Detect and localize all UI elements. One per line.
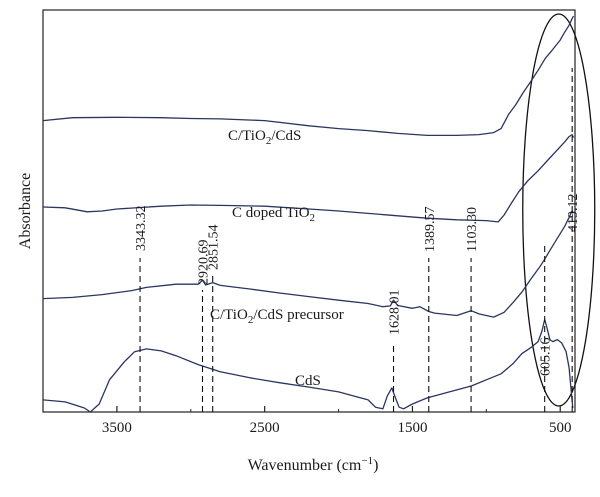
series-label-subscript: 2: [266, 135, 272, 147]
x-tick-label-1: 2500: [250, 420, 280, 436]
peak-label-0: 3343.32: [134, 206, 149, 252]
axes: 3500 2500 1500 500 Wavenumber (cm−1) Absorban…: [17, 173, 571, 474]
peak-label-3: 1628.01: [388, 290, 403, 336]
x-axis-title-superscript: −1: [361, 455, 373, 467]
series-label-subscript: 2: [248, 314, 254, 326]
peak-label-2: 2851.54: [207, 225, 222, 271]
plot-frame: [42, 9, 576, 413]
peak-label-1: 2920.69: [197, 240, 212, 286]
series-label-2: C/TiO2/CdS precursor: [210, 307, 344, 326]
y-axis-title: Absorbance: [17, 173, 34, 249]
series-line-1: [42, 133, 575, 223]
series-label-0: C/TiO2/CdS: [228, 128, 301, 147]
series-layer: [42, 15, 575, 413]
series-label-main: CdS: [295, 373, 321, 389]
peak-label-4: 1389.57: [423, 207, 438, 253]
series-label-main: C/TiO: [228, 128, 266, 144]
series-label-3: CdS: [295, 373, 321, 389]
x-tick-label-0: 3500: [102, 420, 132, 436]
plot-area: [42, 9, 596, 413]
peak-label-5: 1103.30: [465, 207, 480, 252]
series-label-main: C/TiO: [210, 307, 248, 323]
x-axis-title-main: Wavenumber (cm: [248, 457, 362, 474]
series-line-0: [42, 15, 575, 137]
peak-label-7: 419.12: [566, 194, 581, 233]
series-line-2: [42, 210, 575, 318]
series-label-1: C doped TiO2: [232, 205, 315, 224]
series-label-rest: /CdS: [271, 128, 301, 144]
series-line-3: [42, 318, 574, 413]
series-label-rest: /CdS precursor: [253, 307, 343, 323]
x-tick-label-3: 500: [549, 420, 572, 436]
x-axis-title-close: ): [373, 457, 378, 474]
x-tick-label-2: 1500: [397, 420, 427, 436]
peak-label-6: 605.16: [539, 338, 554, 377]
highlight-ellipse: [522, 13, 596, 407]
x-axis-title: Wavenumber (cm−1): [248, 455, 379, 474]
series-label-main: C doped TiO: [232, 205, 310, 221]
series-label-subscript: 2: [310, 212, 316, 224]
